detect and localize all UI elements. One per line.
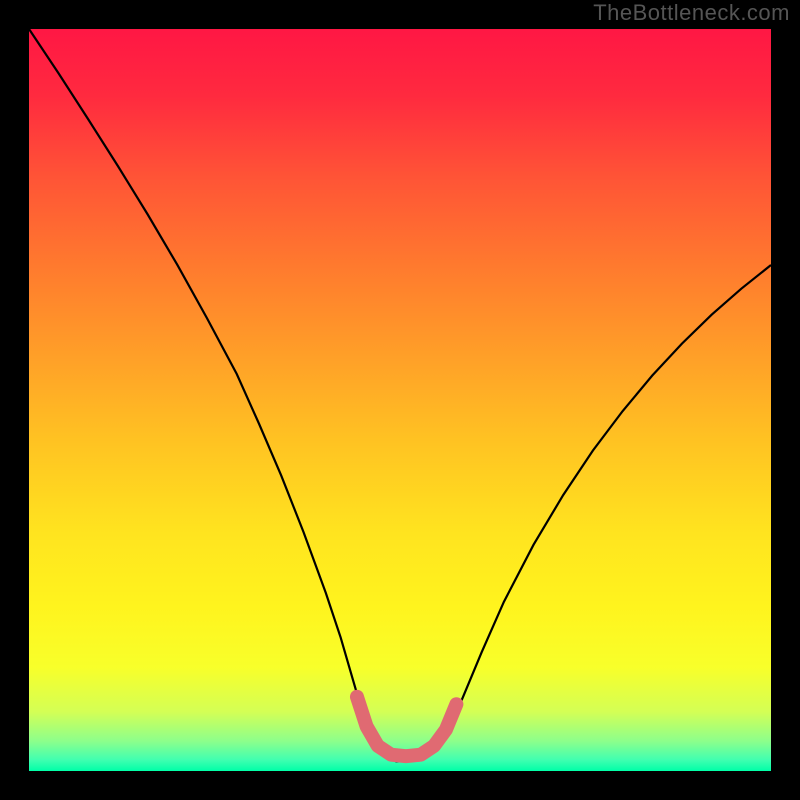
watermark-text: TheBottleneck.com (593, 0, 790, 26)
plot-gradient-background (29, 29, 771, 771)
bottleneck-chart (0, 0, 800, 800)
